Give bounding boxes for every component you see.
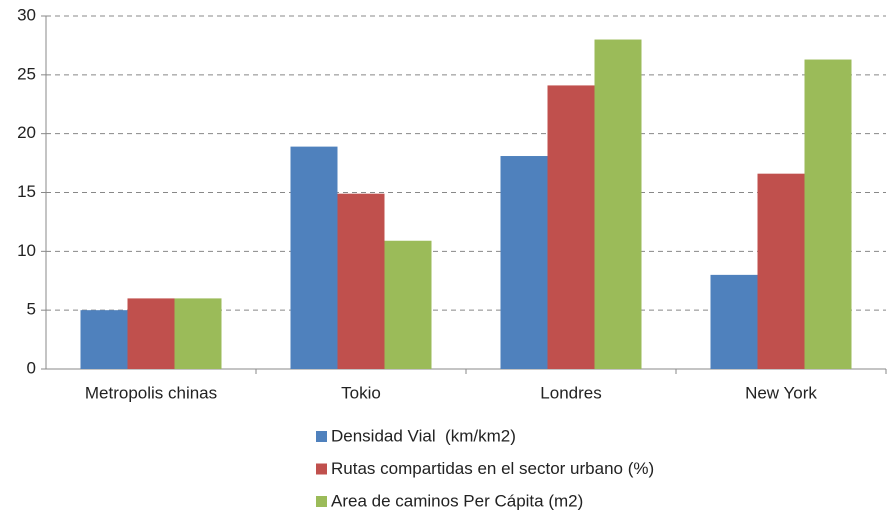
y-tick-label: 25 xyxy=(17,64,36,83)
y-tick-label: 20 xyxy=(17,123,36,142)
y-tick-label: 30 xyxy=(17,5,36,24)
legend-label: Rutas compartidas en el sector urbano (%… xyxy=(331,459,654,478)
bar xyxy=(290,146,338,369)
x-tick-label: New York xyxy=(745,383,817,402)
x-tick-label: Tokio xyxy=(341,383,381,402)
x-tick-label: Metropolis chinas xyxy=(85,383,217,402)
y-tick-label: 15 xyxy=(17,182,36,201)
x-tick-label: Londres xyxy=(540,383,601,402)
bar xyxy=(174,298,222,369)
bar xyxy=(547,85,595,369)
bar xyxy=(710,274,758,369)
bar xyxy=(804,59,852,369)
bar xyxy=(80,310,128,369)
bar xyxy=(757,173,805,369)
bar xyxy=(127,298,175,369)
legend-swatch xyxy=(316,431,327,442)
bar xyxy=(594,39,642,370)
y-tick-label: 5 xyxy=(27,300,36,319)
bar xyxy=(384,240,432,369)
bar xyxy=(500,156,548,369)
y-tick-label: 0 xyxy=(27,358,36,377)
legend-swatch xyxy=(316,463,327,475)
bar xyxy=(337,193,385,369)
y-tick-label: 10 xyxy=(17,241,36,260)
legend-label: Densidad Vial (km/km2) xyxy=(331,426,516,445)
legend-label: Area de caminos Per Cápita (m2) xyxy=(331,491,583,510)
legend-swatch xyxy=(316,496,327,507)
